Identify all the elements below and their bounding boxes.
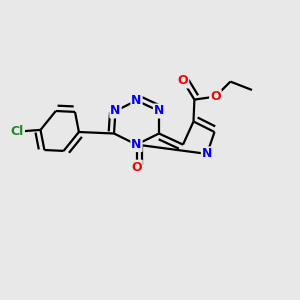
- Text: N: N: [202, 147, 212, 161]
- Text: O: O: [131, 160, 142, 174]
- Text: O: O: [178, 74, 188, 88]
- Text: N: N: [131, 138, 142, 151]
- Text: O: O: [210, 90, 221, 103]
- Text: Cl: Cl: [11, 125, 24, 138]
- Text: N: N: [131, 94, 142, 107]
- Text: N: N: [154, 104, 164, 118]
- Text: N: N: [110, 104, 121, 118]
